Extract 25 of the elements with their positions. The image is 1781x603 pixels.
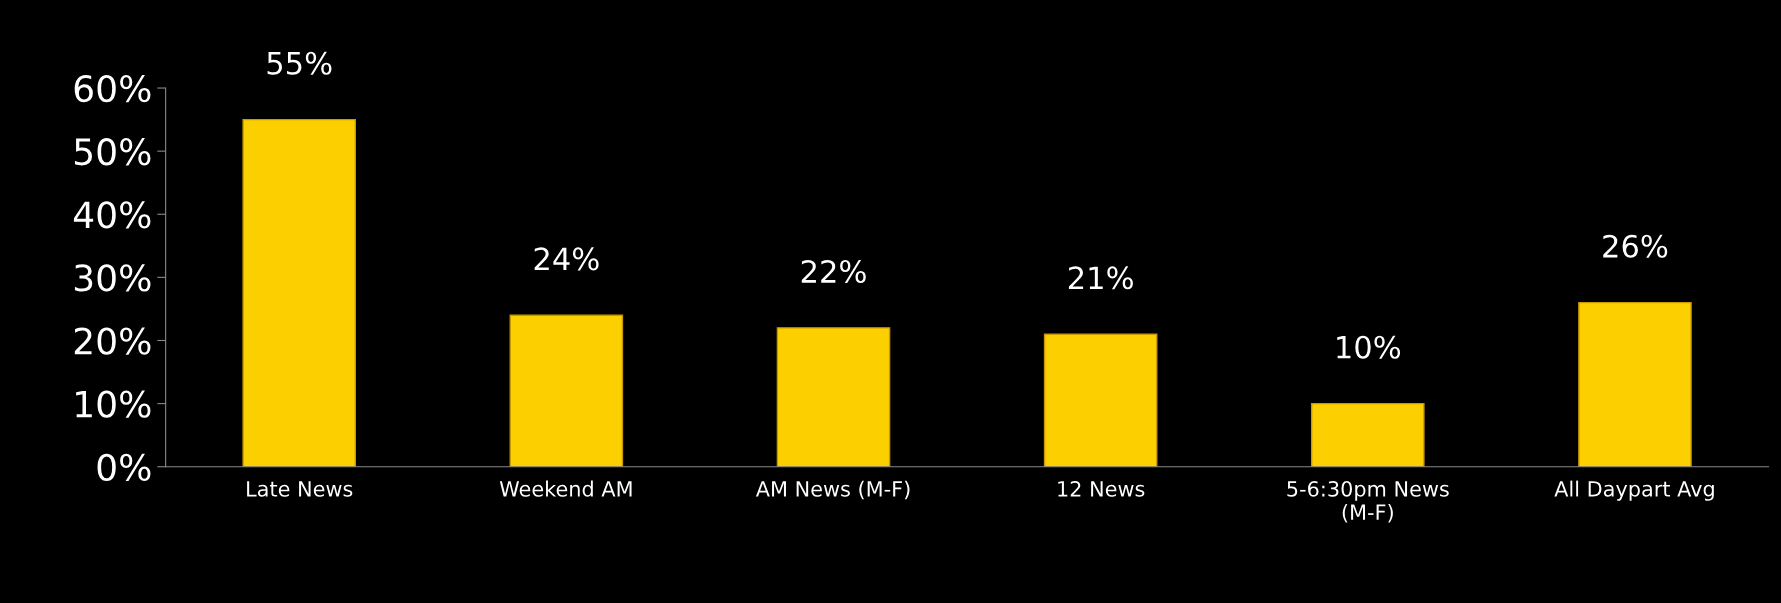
bar (1311, 402, 1425, 467)
x-tick-label: 5-6:30pm News (M-F) (1287, 480, 1449, 523)
bar (509, 314, 624, 467)
bar (242, 118, 357, 467)
bar (776, 327, 891, 467)
y-tick-label: 20% (74, 327, 151, 355)
y-tick-label: 10% (76, 390, 151, 418)
bar (1043, 333, 1158, 467)
data-label: 22% (801, 259, 866, 284)
y-tick-label: 30% (74, 264, 151, 292)
x-tick-label: AM News (M-F) (755, 480, 910, 500)
x-tick-label: 12 News (1058, 480, 1145, 497)
data-label: 55% (267, 51, 332, 75)
y-tick-label: 0% (97, 453, 151, 481)
x-tick-label: Late News (247, 481, 353, 497)
x-tick-label: All Daypart Avg (1554, 480, 1714, 501)
bar (1578, 301, 1692, 467)
data-label: 21% (1068, 266, 1133, 290)
data-label: 10% (1337, 335, 1401, 359)
x-tick-label: Weekend AM (499, 480, 632, 497)
y-tick-label: 40% (73, 201, 151, 229)
y-tick-label: 50% (74, 138, 151, 166)
data-label: 24% (534, 247, 599, 271)
y-tick-label: 60% (74, 74, 151, 103)
data-label: 26% (1603, 234, 1668, 258)
